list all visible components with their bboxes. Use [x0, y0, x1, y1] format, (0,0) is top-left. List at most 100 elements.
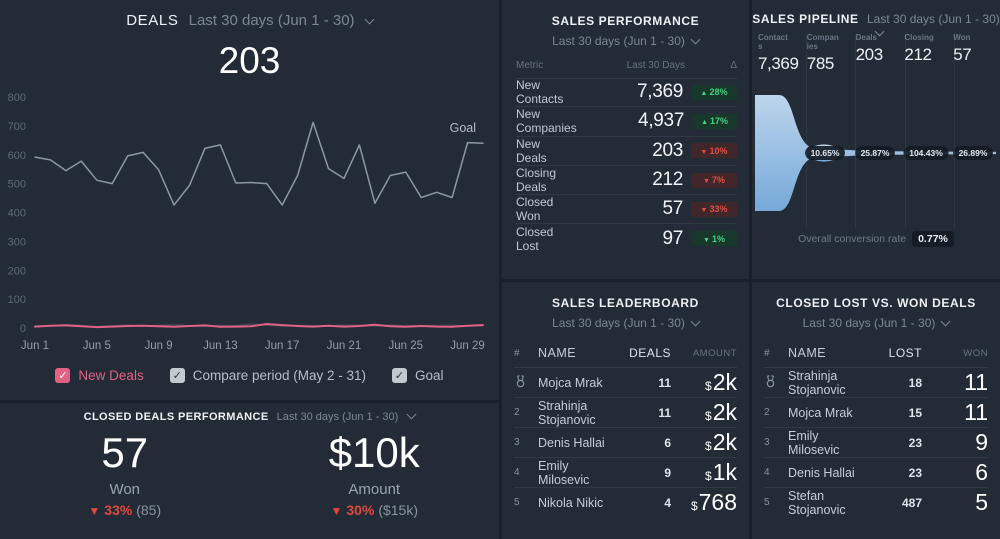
sales-performance-period-selector[interactable]: Last 30 days (Jun 1 - 30) [502, 34, 749, 48]
table-row: Closed Lost 97 ▼ 1% [516, 224, 737, 253]
amount-cell: $768 [690, 489, 737, 515]
svg-text:Jun 17: Jun 17 [265, 340, 300, 352]
stage-value: 212 [904, 45, 932, 64]
sales-leaderboard-period-selector[interactable]: Last 30 days (Jun 1 - 30) [502, 316, 749, 330]
metric-name: Closing Deals [516, 166, 557, 195]
lost-cell: 15 [908, 405, 922, 420]
chevron-down-icon [940, 316, 951, 327]
checkbox-icon[interactable]: ✓ [55, 368, 71, 383]
svg-text:700: 700 [8, 121, 26, 133]
kpi-delta: ▼ 30% ($15k) [250, 502, 500, 518]
won-cell: 11 [964, 399, 988, 425]
kpi-value: $10k [328, 429, 420, 476]
rank-cell: 4 [514, 467, 520, 478]
rank-cell: 2 [514, 407, 520, 418]
sales-leaderboard-panel: SALES LEADERBOARD Last 30 days (Jun 1 - … [502, 282, 749, 539]
panel-title: CLOSED LOST VS. WON DEALS [776, 296, 976, 310]
conversion-rate-badge: 26.89% [959, 148, 988, 158]
list-item: 2 Strahinja Stojanovic 11 $2k [514, 398, 737, 428]
column-last-30-days: Last 30 Days [626, 60, 685, 71]
stage-label: Closing [904, 33, 934, 42]
delta-badge: ▲ 28% [691, 84, 737, 100]
rank-cell: 2 [764, 407, 770, 418]
period-label: Last 30 days (Jun 1 - 30) [276, 411, 399, 423]
metric-value: 7,369 [636, 81, 683, 103]
chevron-down-icon [690, 34, 701, 45]
table-row: New Deals 203 ▼ 10% [516, 137, 737, 166]
stage-divider [855, 34, 857, 228]
period-label: Last 30 days (Jun 1 - 30) [867, 12, 1000, 26]
legend-item-new-deals[interactable]: ✓ New Deals [55, 368, 144, 383]
deals-cell: 4 [664, 495, 671, 510]
column-name: NAME [788, 346, 827, 360]
deals-total-value: 203 [218, 40, 281, 81]
sales-pipeline-period-selector[interactable]: SALES PIPELINE Last 30 days (Jun 1 - 30) [752, 12, 1000, 40]
name-cell: Mojca Mrak [788, 405, 853, 420]
sales-performance-panel: SALES PERFORMANCE Last 30 days (Jun 1 - … [502, 0, 749, 279]
lost-cell: 487 [901, 495, 922, 510]
table-row: Closing Deals 212 ▼ 7% [516, 166, 737, 196]
stage-label: Contacts [758, 33, 788, 51]
metric-name: Closed Lost [516, 224, 554, 253]
svg-text:100: 100 [8, 294, 26, 306]
legend-item-goal[interactable]: ✓ Goal [392, 368, 444, 383]
rank-cell: 4 [764, 467, 770, 478]
period-label: Last 30 days (Jun 1 - 30) [802, 316, 936, 330]
checkbox-icon[interactable]: ✓ [169, 368, 185, 383]
delta-badge: ▼ 33% [691, 201, 737, 217]
legend-label: Compare period (May 2 - 31) [192, 368, 367, 383]
conversion-rate-badge: 104.43% [909, 148, 943, 158]
metric-value: 97 [662, 227, 683, 249]
amount-cell: $2k [705, 399, 737, 425]
legend-item-compare-period-may-2-31-[interactable]: ✓ Compare period (May 2 - 31) [169, 368, 367, 383]
name-cell: Strahinja Stojanovic [538, 398, 596, 427]
stage-value: 57 [953, 45, 972, 64]
closed-deals-period-selector[interactable]: CLOSED DEALS PERFORMANCE Last 30 days (J… [0, 409, 499, 423]
lost-won-table-header: # NAME LOST WON [764, 346, 988, 368]
lost-cell: 23 [908, 435, 922, 450]
legend-label: New Deals [78, 368, 144, 383]
column-won: WON [963, 347, 988, 359]
deals-cell: 11 [658, 405, 671, 420]
pipeline-stage-contacts: Contacts 7,369 [756, 33, 805, 74]
name-cell: Denis Hallai [538, 435, 605, 450]
down-arrow-icon: ▼ [330, 504, 343, 518]
medal-icon [766, 374, 775, 387]
list-item: Mojca Mrak 11 $2k [514, 368, 737, 398]
closed-lost-won-period-selector[interactable]: Last 30 days (Jun 1 - 30) [752, 316, 1000, 330]
name-cell: Strahinja Stojanovic [788, 368, 846, 397]
lost-cell: 23 [908, 465, 922, 480]
panel-title: DEALS [126, 12, 179, 29]
deals-period-selector[interactable]: DEALS Last 30 days (Jun 1 - 30) [0, 12, 499, 29]
currency-symbol: $ [690, 499, 698, 513]
svg-text:Jun 25: Jun 25 [388, 340, 423, 352]
up-arrow-icon: ▲ [701, 119, 708, 127]
legend-label: Goal [415, 368, 444, 383]
overall-conversion-value: 0.77% [912, 231, 954, 247]
column-metric: Metric [516, 60, 544, 71]
stage-divider [805, 34, 807, 228]
stage-value: 203 [855, 45, 884, 64]
deals-cell: 9 [664, 465, 671, 480]
deals-cell: 6 [664, 435, 671, 450]
chevron-down-icon [364, 14, 375, 25]
delta-percent: 33% [104, 502, 137, 518]
currency-symbol: $ [705, 469, 712, 483]
panel-title: SALES LEADERBOARD [552, 296, 699, 310]
name-cell: Mojca Mrak [538, 375, 603, 390]
overall-conversion: Overall conversion rate 0.77% [752, 231, 1000, 247]
conversion-rate-badge: 10.65% [811, 148, 840, 158]
checkbox-icon[interactable]: ✓ [392, 368, 408, 383]
svg-text:0: 0 [20, 323, 26, 335]
closed-deals-kpis: 57 Won ▼ 33% (85) $10k Amount ▼ 30% ($15k) [0, 427, 499, 518]
stage-label: Deals [855, 33, 877, 42]
amount-cell: $1k [705, 459, 737, 485]
svg-text:500: 500 [8, 179, 26, 191]
period-label: Last 30 days (Jun 1 - 30) [188, 12, 355, 29]
column-amount: AMOUNT [692, 347, 737, 359]
amount-cell: $2k [705, 369, 737, 395]
down-arrow-icon: ▼ [88, 504, 101, 518]
won-cell: 5 [975, 489, 988, 515]
panel-title: SALES PIPELINE [752, 12, 859, 26]
down-arrow-icon: ▼ [703, 178, 710, 186]
